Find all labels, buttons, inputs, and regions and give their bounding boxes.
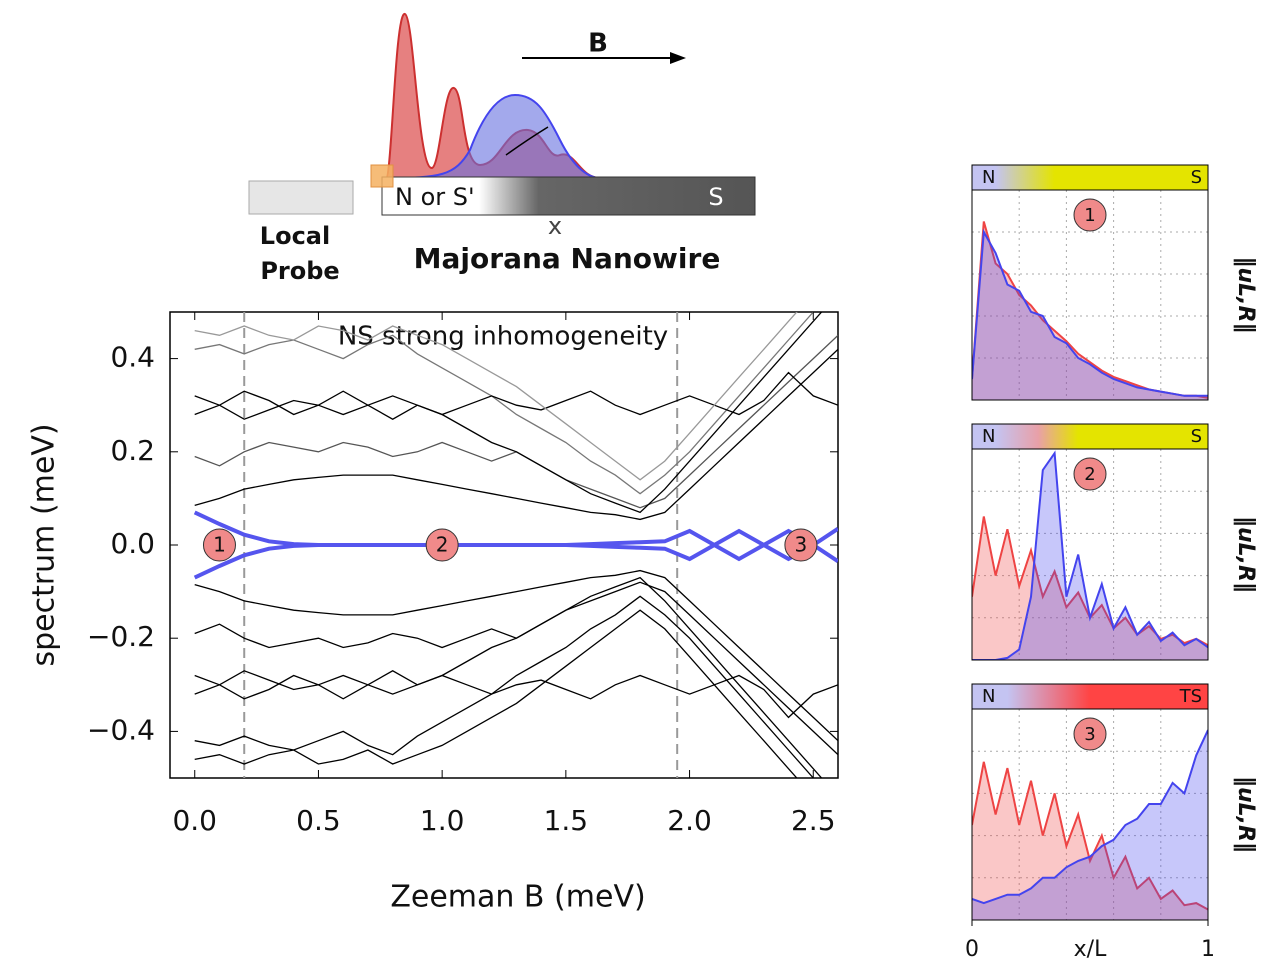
arrow-head	[670, 52, 686, 64]
y-tick-label: −0.2	[87, 620, 155, 653]
level-line	[193, 528, 838, 580]
marker-label: 2	[436, 533, 449, 557]
marker-label: 2	[1084, 464, 1095, 485]
areas	[972, 729, 1208, 920]
header-left: N	[982, 167, 995, 188]
y-tick-label: 0.2	[110, 434, 155, 467]
header-right: TS	[1179, 686, 1202, 707]
probe-label: Probe	[260, 257, 339, 285]
density-line	[972, 450, 1208, 660]
density-line	[972, 228, 1208, 397]
plot-frame	[971, 708, 1209, 921]
marker	[784, 528, 818, 562]
marker-label: 3	[795, 533, 808, 557]
y-axis-label: ‖uL,R‖	[1233, 257, 1258, 334]
y-tick-label: 0.4	[110, 341, 155, 374]
wire-name: Majorana Nanowire	[414, 242, 721, 275]
header-bar	[971, 164, 1209, 191]
level-line	[194, 348, 838, 521]
y-axis-label: ‖uL,R‖	[1233, 516, 1258, 593]
level-line	[194, 569, 838, 742]
coord-label: x	[548, 212, 562, 240]
probe	[248, 180, 354, 215]
header-right: S	[1191, 167, 1202, 188]
nanowire	[381, 176, 756, 216]
x-tick-label: 2.5	[791, 804, 836, 837]
level-line	[193, 510, 838, 562]
level-line	[194, 312, 815, 495]
blue-density	[385, 93, 601, 179]
density-area	[972, 232, 1208, 400]
x-tick-label: 2.0	[667, 804, 712, 837]
chart-title: NS strong inhomogeneity	[338, 322, 668, 352]
level-line	[194, 609, 798, 778]
marker-label: 1	[213, 533, 226, 557]
x-tick-label: 0.5	[296, 804, 341, 837]
y-tick-label: −0.4	[87, 713, 155, 746]
header-right: S	[1191, 426, 1202, 447]
header-left: N	[982, 686, 995, 707]
marker	[1073, 457, 1107, 491]
level-line	[194, 334, 838, 509]
header-bar	[971, 683, 1209, 710]
density-area	[972, 761, 1208, 920]
x-tick-label: 1	[1201, 937, 1215, 961]
plot-frame	[971, 189, 1209, 401]
schematic: B N or S' S x Local Probe Majorana Nanow…	[248, 12, 756, 285]
wire-right-label: S	[708, 183, 723, 211]
areas	[972, 450, 1208, 660]
header-left: N	[982, 426, 995, 447]
field-label: B	[588, 29, 608, 59]
level-line	[194, 581, 838, 756]
contact	[370, 164, 394, 188]
density-line	[972, 729, 1208, 905]
x-axis-label: Zeeman B (meV)	[390, 880, 645, 915]
y-axis-label: spectrum (meV)	[27, 423, 62, 666]
areas	[972, 221, 1208, 400]
density-line	[972, 761, 1208, 911]
wire-left-label: N or S'	[395, 183, 475, 211]
density-area	[972, 221, 1208, 400]
x-tick-label: 0	[965, 937, 979, 961]
marker	[202, 528, 236, 562]
density-area	[972, 453, 1208, 660]
plot-lines	[193, 312, 838, 778]
y-tick-label: 0.0	[110, 527, 155, 560]
probe-label: Local	[260, 222, 330, 250]
level-line	[194, 312, 798, 481]
marker-label: 3	[1084, 724, 1095, 745]
level-line	[194, 371, 838, 420]
marker-label: 1	[1084, 205, 1095, 226]
level-line	[194, 670, 838, 719]
x-axis-label: x/L	[1074, 937, 1107, 961]
marker	[425, 528, 459, 562]
x-tick-label: 0.0	[172, 804, 217, 837]
level-line	[194, 576, 823, 778]
x-tick-label: 1.0	[420, 804, 465, 837]
marker	[1073, 717, 1107, 751]
plot-frame	[971, 448, 1209, 661]
marker	[1073, 198, 1107, 232]
level-line	[194, 595, 815, 778]
density-area	[972, 730, 1208, 920]
level-line	[194, 312, 823, 514]
pointer	[505, 126, 549, 156]
y-axis-label: ‖uL,R‖	[1233, 776, 1258, 853]
header-bar	[971, 423, 1209, 450]
x-tick-label: 1.5	[544, 804, 589, 837]
